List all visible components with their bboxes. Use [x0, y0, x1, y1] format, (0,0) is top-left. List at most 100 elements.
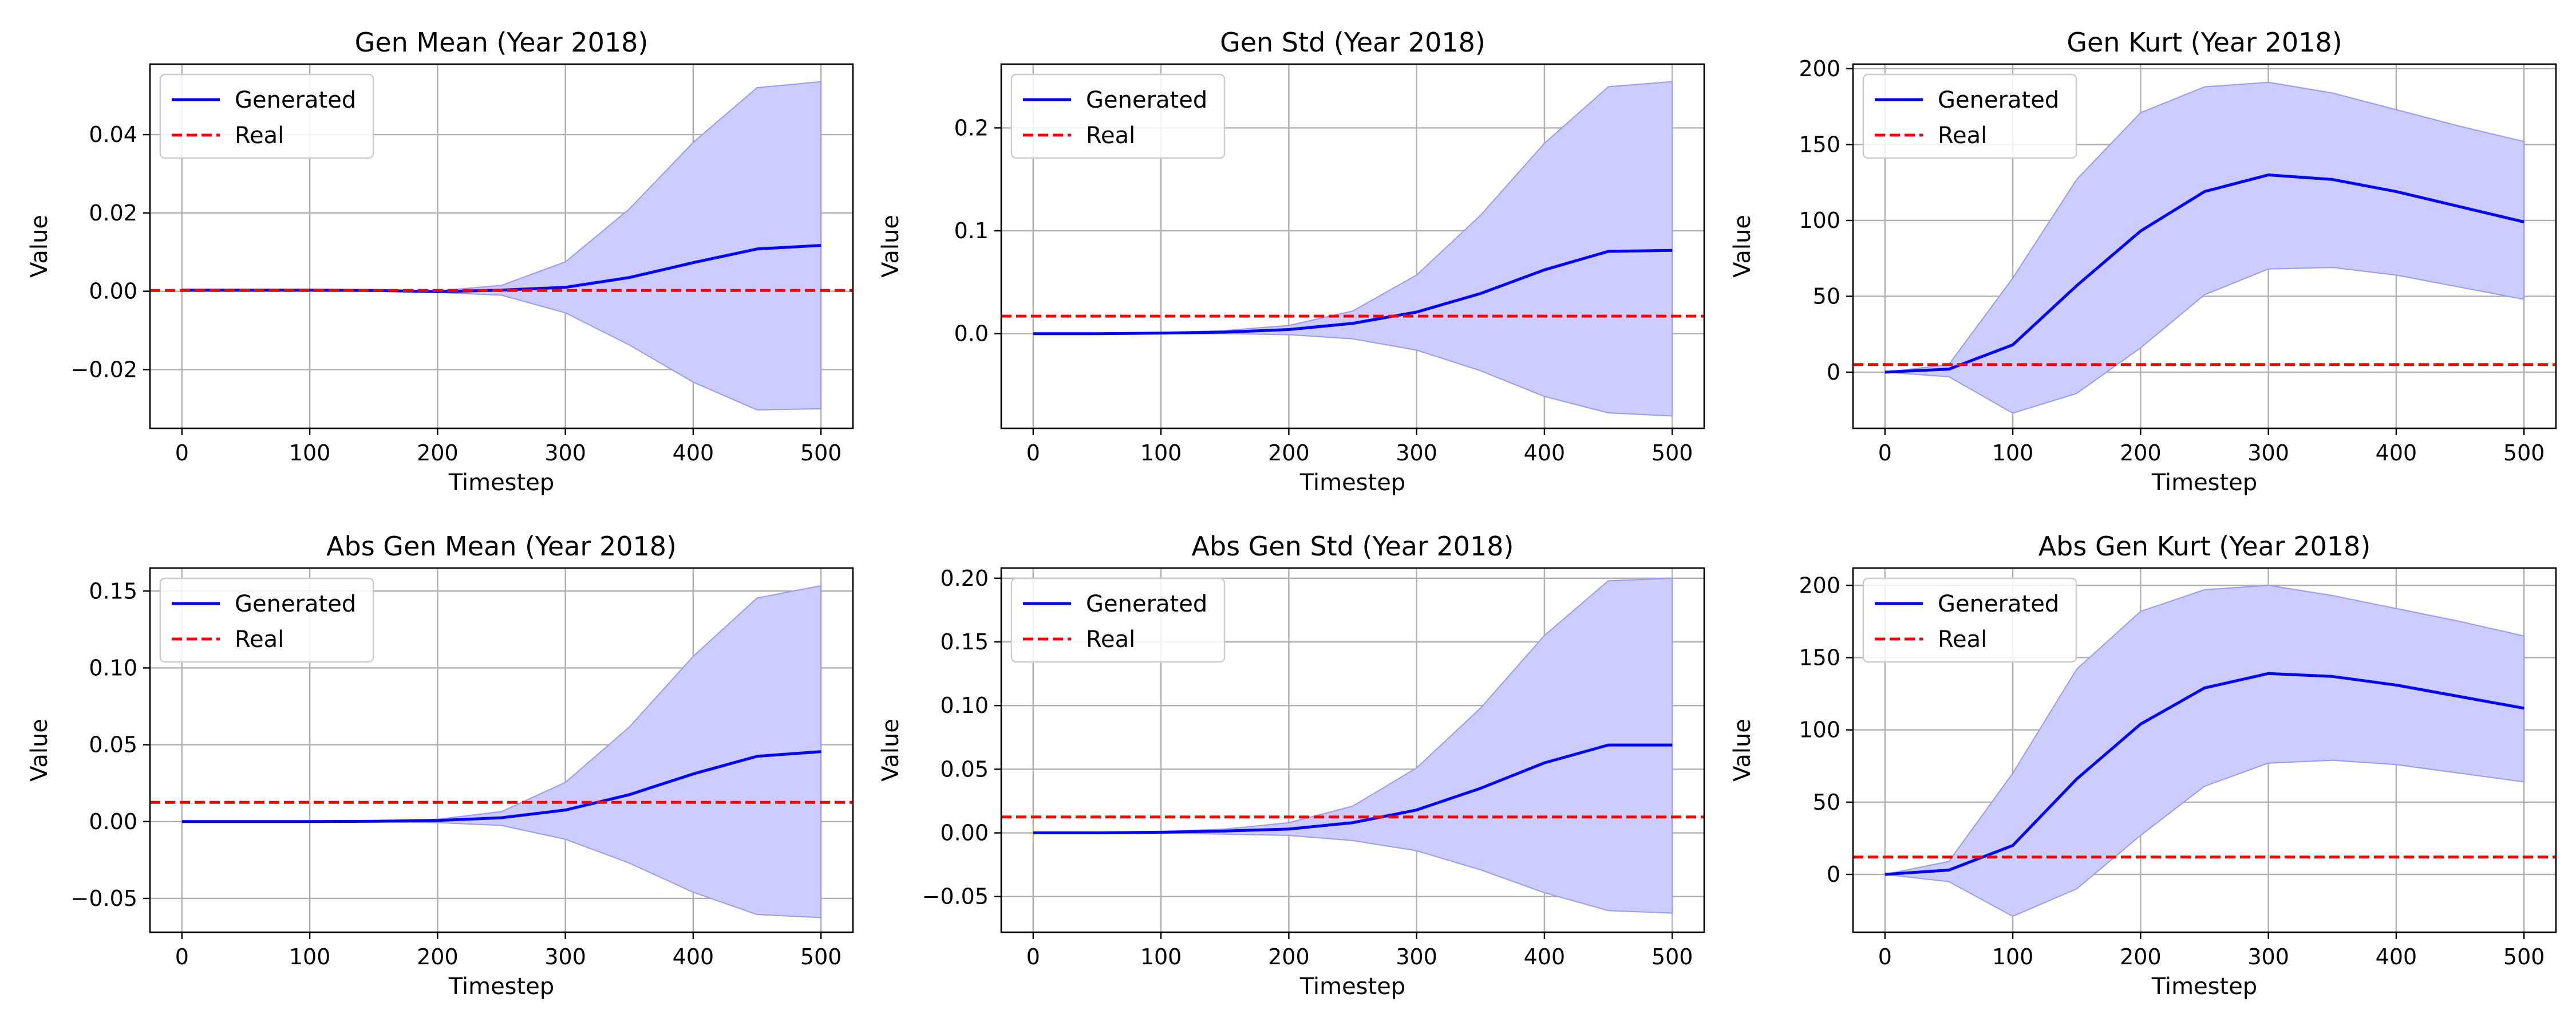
subplot-title: Abs Gen Kurt (Year 2018) — [2038, 531, 2371, 562]
plot-area — [1853, 585, 2556, 917]
series-line-generated — [181, 750, 821, 823]
x-tick-label: 400 — [2376, 440, 2417, 466]
legend: Generated Real — [1010, 577, 1226, 663]
y-tick-label: 0.00 — [89, 809, 137, 834]
x-tick-label: 300 — [1396, 440, 1437, 466]
y-tick-label: 0.04 — [89, 122, 137, 147]
legend: Generated Real — [159, 73, 374, 159]
y-tick-label: 0.00 — [940, 821, 989, 846]
x-tick-label: 100 — [1140, 944, 1182, 969]
legend-label: Real — [1086, 626, 1135, 653]
legend: Generated Real — [159, 577, 374, 663]
subplot-title: Gen Std (Year 2018) — [1220, 27, 1485, 58]
subplot-2: Gen Std (Year 2018) 0 100 200 300 400 500 0.0 0.… — [878, 27, 1705, 496]
series-line-generated — [1884, 173, 2524, 374]
x-tick-label: 500 — [1652, 944, 1693, 969]
axes-frame — [1852, 567, 2557, 933]
y-tick-label: 0.1 — [954, 218, 989, 243]
legend-label: Real — [235, 626, 284, 653]
legend-label: Real — [1086, 123, 1135, 149]
subplot-title: Gen Mean (Year 2018) — [355, 27, 649, 58]
y-tick-label: 0.00 — [89, 279, 137, 304]
x-tick-label: 500 — [2503, 440, 2545, 466]
x-tick-label: 200 — [1268, 944, 1310, 969]
x-tick-label: 0 — [175, 944, 189, 969]
x-tick-label: 400 — [2376, 944, 2417, 969]
legend-box — [159, 73, 374, 159]
plot-area — [150, 585, 853, 918]
confidence-band — [1884, 585, 2525, 917]
legend-label: Generated — [1086, 87, 1207, 113]
legend-label: Generated — [1938, 591, 2059, 617]
x-axis-label: Timestep — [2151, 973, 2257, 1000]
y-tick-label: 150 — [1799, 645, 1840, 670]
subplot-title: Gen Kurt (Year 2018) — [2067, 27, 2342, 58]
y-tick-label: −0.05 — [71, 886, 137, 911]
y-tick-label: 0.0 — [954, 321, 989, 346]
x-tick-label: 400 — [673, 440, 714, 466]
subplot-5: Abs Gen Std (Year 2018) 0 100 200 300 400 500 −… — [878, 531, 1705, 1000]
plot-area — [1001, 81, 1704, 417]
axes-frame — [149, 63, 854, 429]
y-tick-label: 0.10 — [940, 693, 989, 718]
y-tick-label: 50 — [1813, 790, 1840, 815]
y-axis-label: Value — [1729, 719, 1756, 782]
subplot-title: Abs Gen Std (Year 2018) — [1191, 531, 1514, 562]
legend-label: Real — [235, 123, 284, 149]
legend-box — [1010, 73, 1226, 159]
legend-box — [1862, 73, 2077, 159]
x-tick-label: 500 — [1652, 440, 1693, 466]
subplot-4: Abs Gen Mean (Year 2018) 0 100 200 300 400 500… — [26, 531, 854, 1000]
legend-box — [1010, 577, 1226, 663]
x-tick-label: 300 — [1396, 944, 1437, 969]
y-tick-label: 0.10 — [89, 655, 137, 680]
y-tick-label: 0.02 — [89, 200, 137, 226]
y-tick-label: 0.2 — [954, 115, 989, 140]
confidence-band — [1884, 81, 2525, 414]
y-tick-label: 0.15 — [89, 578, 137, 604]
legend: Generated Real — [1862, 577, 2077, 663]
x-tick-label: 500 — [800, 944, 842, 969]
y-axis-label: Value — [878, 719, 904, 782]
x-tick-label: 200 — [417, 944, 459, 969]
axes-frame — [1000, 567, 1705, 933]
y-tick-label: 0.05 — [89, 732, 137, 758]
subplot-1: Gen Mean (Year 2018) 0 100 200 300 400 500 −0.0… — [26, 27, 854, 496]
x-tick-label: 0 — [1026, 944, 1040, 969]
legend-label: Generated — [1938, 87, 2059, 113]
axes-frame — [149, 567, 854, 933]
y-tick-label: −0.05 — [922, 884, 989, 909]
y-axis-label: Value — [1729, 215, 1756, 278]
series-line-generated — [1884, 672, 2524, 876]
x-tick-label: 300 — [2247, 944, 2289, 969]
y-tick-label: 0 — [1827, 862, 1840, 887]
x-axis-label: Timestep — [448, 470, 554, 496]
plot-area — [1001, 577, 1704, 914]
y-tick-label: −0.02 — [71, 357, 137, 382]
x-tick-label: 400 — [1524, 440, 1566, 466]
series-line-generated — [1033, 249, 1673, 336]
x-tick-label: 300 — [2247, 440, 2289, 466]
x-axis-label: Timestep — [1299, 973, 1405, 1000]
y-tick-label: 0.20 — [940, 566, 989, 591]
y-axis-label: Value — [26, 719, 53, 782]
y-axis-label: Value — [26, 215, 53, 278]
x-tick-label: 500 — [2503, 944, 2545, 969]
subplot-title: Abs Gen Mean (Year 2018) — [326, 531, 677, 562]
x-tick-label: 500 — [800, 440, 842, 466]
x-axis-label: Timestep — [2151, 470, 2257, 496]
subplot-6: Abs Gen Kurt (Year 2018)0 100 200 300 400 500… — [1729, 531, 2557, 1000]
x-axis-label: Timestep — [448, 973, 554, 1000]
x-tick-label: 100 — [289, 944, 331, 969]
y-tick-label: 100 — [1799, 208, 1840, 233]
axes-frame — [1852, 63, 2557, 429]
x-tick-label: 100 — [1140, 440, 1182, 466]
x-tick-label: 0 — [1878, 944, 1892, 969]
series-line-generated — [1033, 743, 1673, 835]
plot-area — [150, 81, 853, 411]
legend: Generated Real — [1862, 73, 2077, 159]
x-tick-label: 400 — [1524, 944, 1566, 969]
y-tick-label: 50 — [1813, 283, 1840, 309]
